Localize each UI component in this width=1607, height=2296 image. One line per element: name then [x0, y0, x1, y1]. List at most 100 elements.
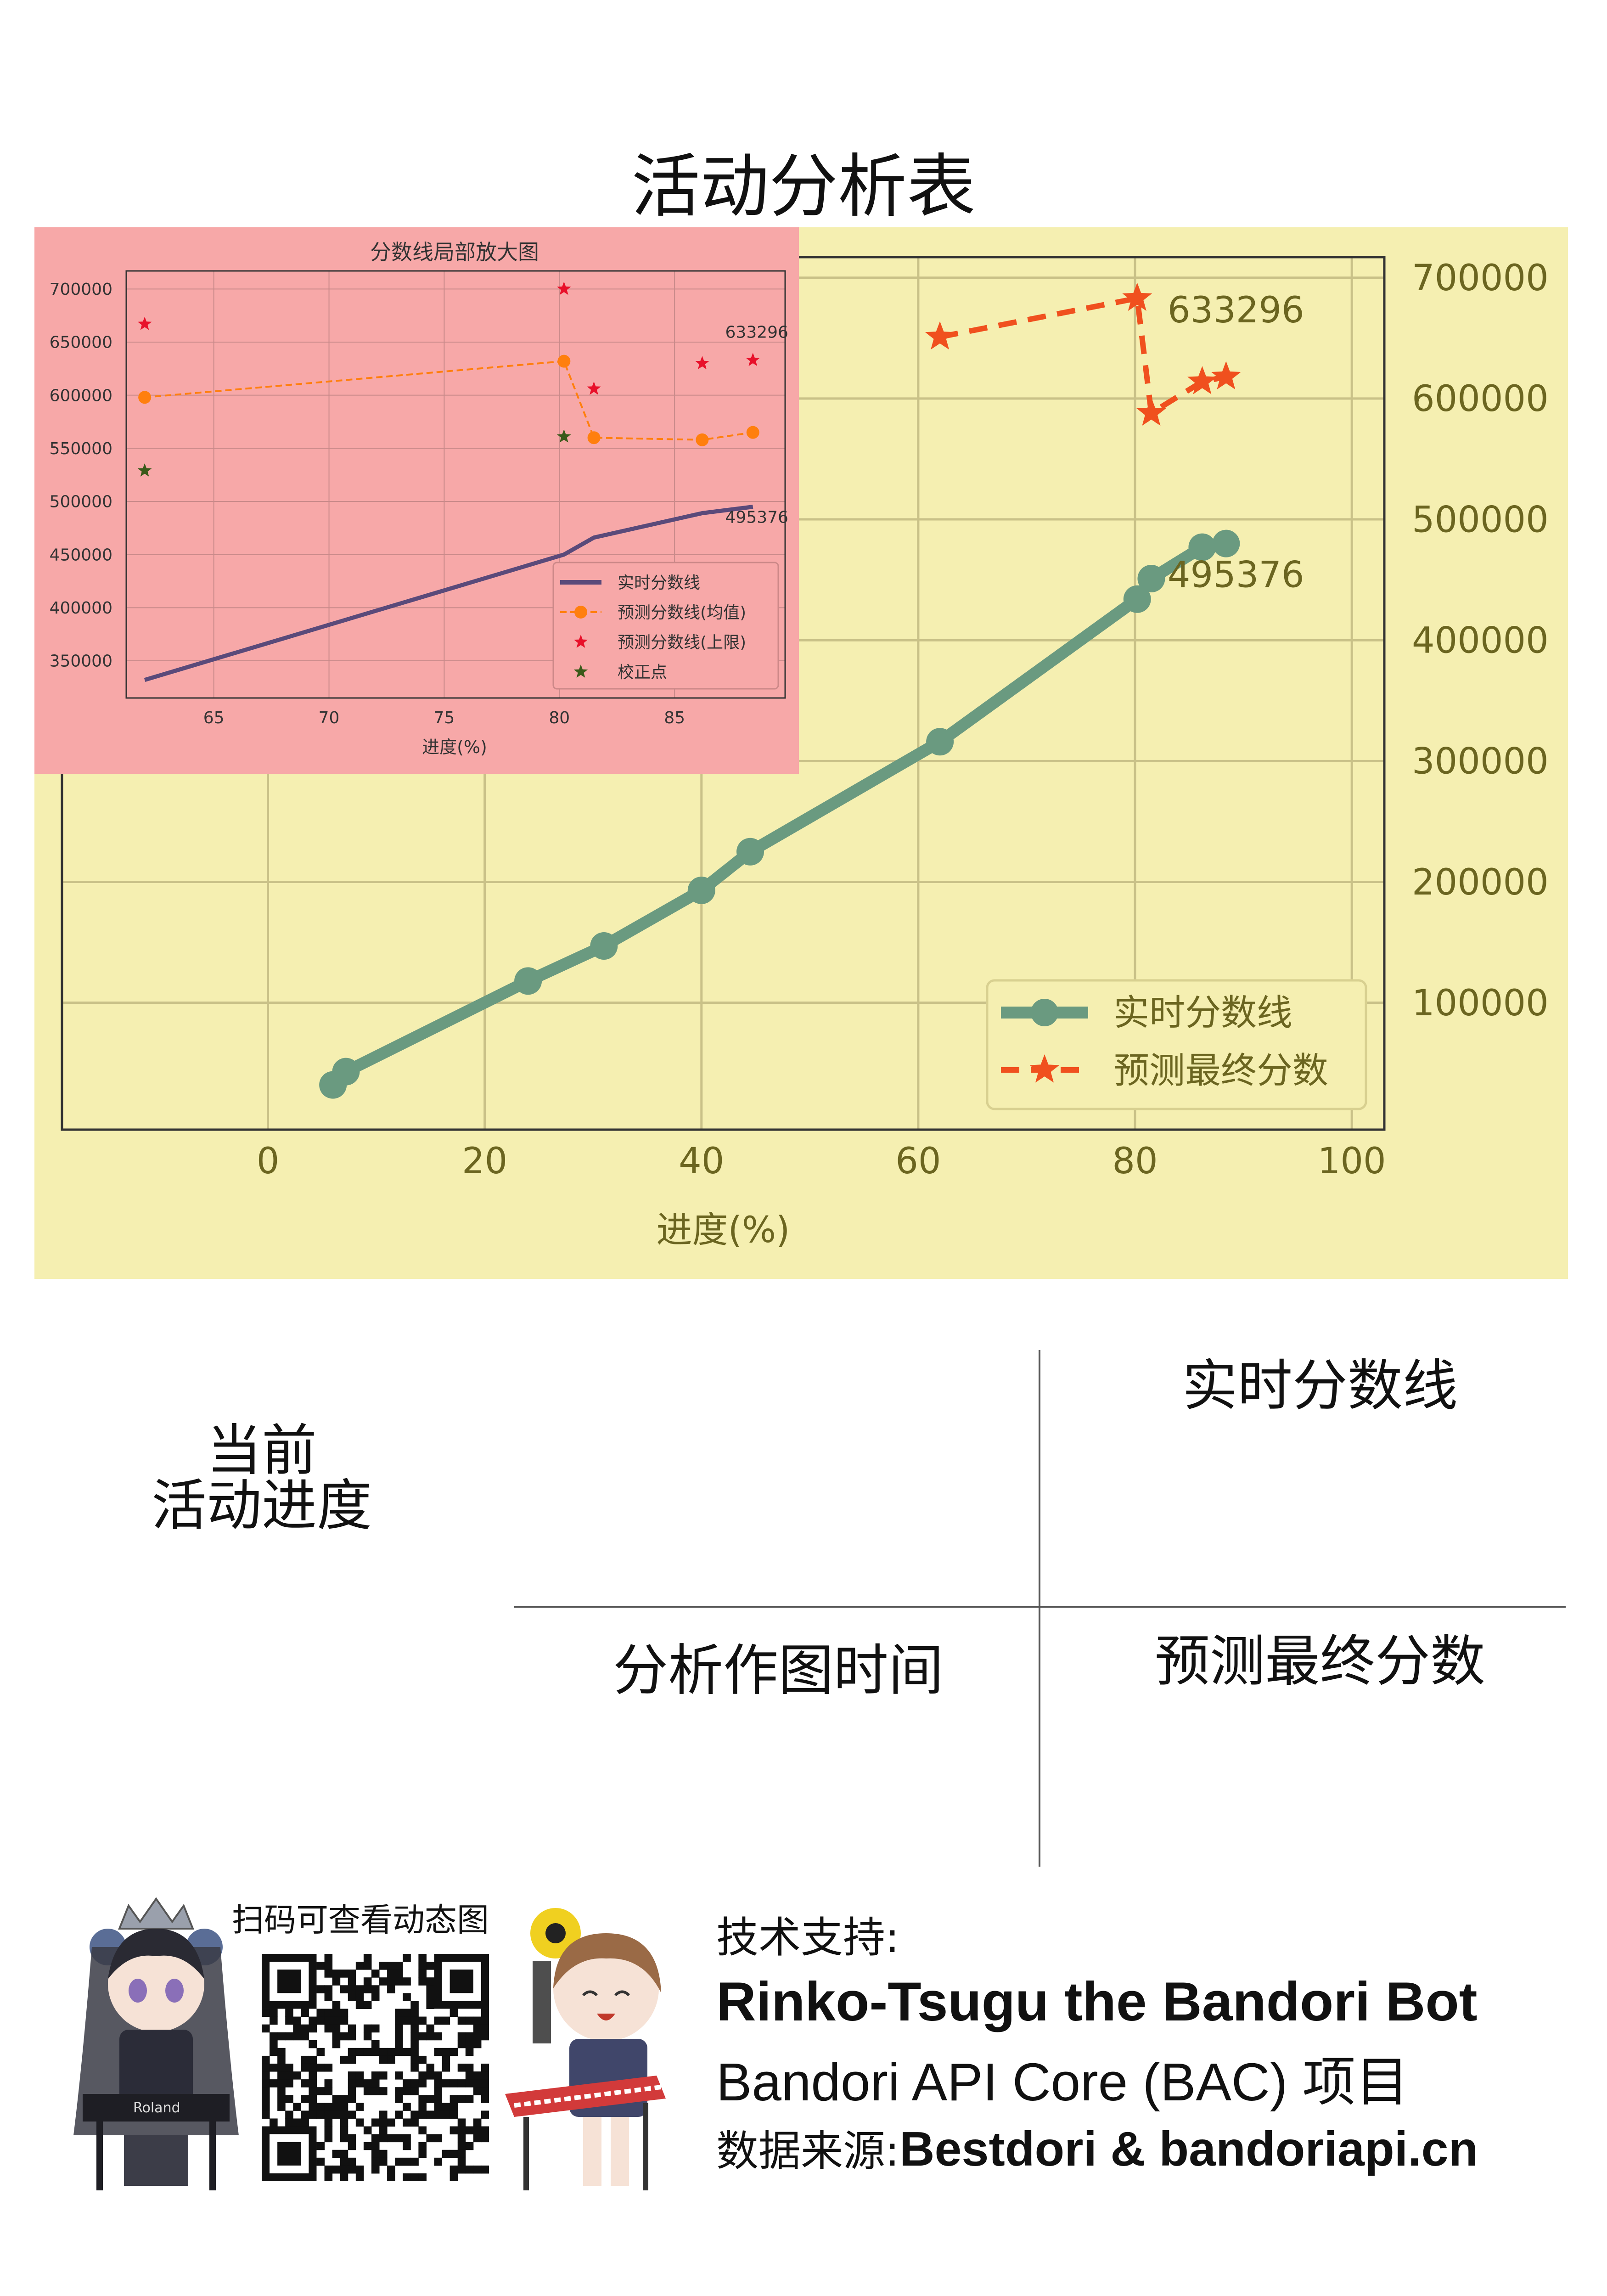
y-tick-label: 300000: [1412, 741, 1549, 782]
data-label: 495376: [725, 508, 788, 527]
character-illustration-left: Roland: [73, 1897, 239, 2190]
data-point: [1136, 397, 1166, 426]
data-point: [1187, 366, 1217, 394]
main-chart-ticks: 0 20 40 60 80 100 100000 200000 300000 400000 5000…: [257, 258, 1549, 1182]
data-point: [557, 429, 571, 443]
table-divider-horizontal: [514, 1606, 1566, 1608]
data-point: [1122, 282, 1152, 311]
y-tick-label: 550000: [50, 439, 112, 458]
tech-support-label: 技术支持:: [716, 1913, 899, 1962]
inset-legend-label-upper: 预测分数线(上限): [618, 633, 746, 652]
data-point: [926, 728, 954, 756]
data-point: [746, 426, 759, 439]
inset-chart-frame: [125, 270, 786, 699]
data-point: [925, 321, 955, 350]
inset-legend-label-mean: 预测分数线(均值): [618, 603, 746, 622]
data-label: 495376: [1168, 554, 1304, 596]
x-tick-label: 65: [203, 709, 225, 727]
x-tick-label: 75: [434, 709, 455, 727]
keyboard-brand: Roland: [133, 2100, 180, 2116]
inset-chart-annotations: 633296 495376: [725, 323, 788, 527]
y-tick-label: 400000: [50, 599, 112, 618]
data-point: [557, 355, 571, 368]
series-line: [144, 360, 753, 441]
data-point: [1211, 361, 1241, 389]
inset-chart-title: 分数线局部放大图: [370, 240, 539, 264]
inset-chart-background: [34, 227, 799, 774]
x-tick-label: 60: [895, 1141, 941, 1182]
y-tick-label: 700000: [1412, 258, 1549, 299]
y-tick-label: 450000: [50, 546, 112, 564]
qr-caption: 扫码可查看动态图: [232, 1901, 489, 1939]
data-point: [587, 381, 601, 395]
y-tick-label: 100000: [1412, 983, 1549, 1024]
x-tick-label: 100: [1318, 1141, 1386, 1182]
inset-chart-x-axis-label: 进度(%): [422, 737, 487, 757]
data-point: [1212, 529, 1240, 557]
y-tick-label: 500000: [1412, 499, 1549, 540]
data-point: [137, 316, 152, 330]
x-tick-label: 70: [319, 709, 340, 727]
inset-chart-ticks: 65 70 75 80 85 350000 400000 450000 500000 550000…: [50, 280, 686, 727]
data-point: [696, 433, 709, 446]
x-tick-label: 0: [257, 1141, 280, 1182]
y-tick-label: 600000: [50, 386, 112, 405]
project-name: Bandori API Core (BAC) 项目: [716, 2052, 1409, 2112]
legend-label-predict: 预测最终分数: [1113, 1050, 1328, 1092]
series-0: [144, 505, 753, 682]
page-title: 活动分析表: [631, 147, 976, 227]
series-line: [144, 505, 753, 682]
data-point: [1188, 533, 1216, 561]
qr-code[interactable]: [262, 1954, 489, 2181]
series-3: [137, 429, 571, 477]
series-2: [137, 281, 760, 395]
data-point: [1123, 585, 1151, 613]
bot-name: Rinko-Tsugu the Bandori Bot: [716, 1971, 1478, 2032]
data-point: [138, 391, 152, 404]
main-chart-legend: 实时分数线 预测最终分数: [986, 979, 1367, 1110]
x-tick-label: 80: [1112, 1141, 1157, 1182]
series-1: [925, 282, 1241, 426]
main-chart-x-axis-label: 进度(%): [657, 1210, 790, 1251]
data-point: [587, 431, 601, 445]
legend-marker-realtime: [1031, 999, 1058, 1026]
legend-marker-predict: [1029, 1054, 1060, 1083]
data-point: [746, 353, 760, 366]
data-source-name: Bestdori & bandoriapi.cn: [899, 2122, 1478, 2176]
x-tick-label: 80: [549, 709, 570, 727]
y-tick-label: 350000: [50, 652, 112, 671]
data-point: [736, 838, 764, 866]
table-divider-vertical: [1039, 1350, 1040, 1867]
inset-legend-label-correction: 校正点: [618, 663, 667, 682]
x-tick-label: 85: [664, 709, 685, 727]
series-0: [319, 529, 1240, 1099]
data-source-label: 数据来源:: [716, 2127, 899, 2176]
data-label: 633296: [725, 323, 788, 342]
table-cell-analysis-time: 分析作图时间: [613, 1639, 944, 1703]
analysis-chart: 0 20 40 60 80 100 100000 200000 300000 400000 5000…: [34, 227, 1568, 1279]
inset-chart-series: [137, 281, 760, 682]
legend-label-realtime: 实时分数线: [1113, 992, 1292, 1034]
y-tick-label: 700000: [50, 280, 112, 299]
data-point: [332, 1058, 360, 1086]
inset-chart-legend: 实时分数线 预测分数线(均值) 预测分数线(上限) 校正点: [552, 562, 779, 690]
inset-legend-marker-correction: [573, 664, 588, 678]
inset-legend-label-realtime: 实时分数线: [618, 574, 700, 592]
y-tick-label: 200000: [1412, 862, 1549, 903]
main-chart-series: [319, 282, 1241, 1099]
series-1: [138, 355, 759, 446]
x-tick-label: 40: [679, 1141, 724, 1182]
data-point: [137, 463, 152, 477]
data-source: 数据来源:Bestdori & bandoriapi.cn: [716, 2117, 1478, 2178]
table-cell-realtime-score: 实时分数线: [1182, 1354, 1458, 1418]
data-point: [514, 967, 542, 995]
data-point: [557, 281, 571, 295]
y-tick-label: 400000: [1412, 620, 1549, 662]
data-point: [590, 932, 618, 960]
data-point: [1137, 565, 1165, 592]
character-illustration-right: [505, 1908, 666, 2190]
data-point: [687, 876, 715, 904]
y-tick-label: 600000: [1412, 378, 1549, 420]
y-tick-label: 500000: [50, 493, 112, 512]
table-cell-progress: 当前 活动进度: [152, 1419, 372, 1538]
